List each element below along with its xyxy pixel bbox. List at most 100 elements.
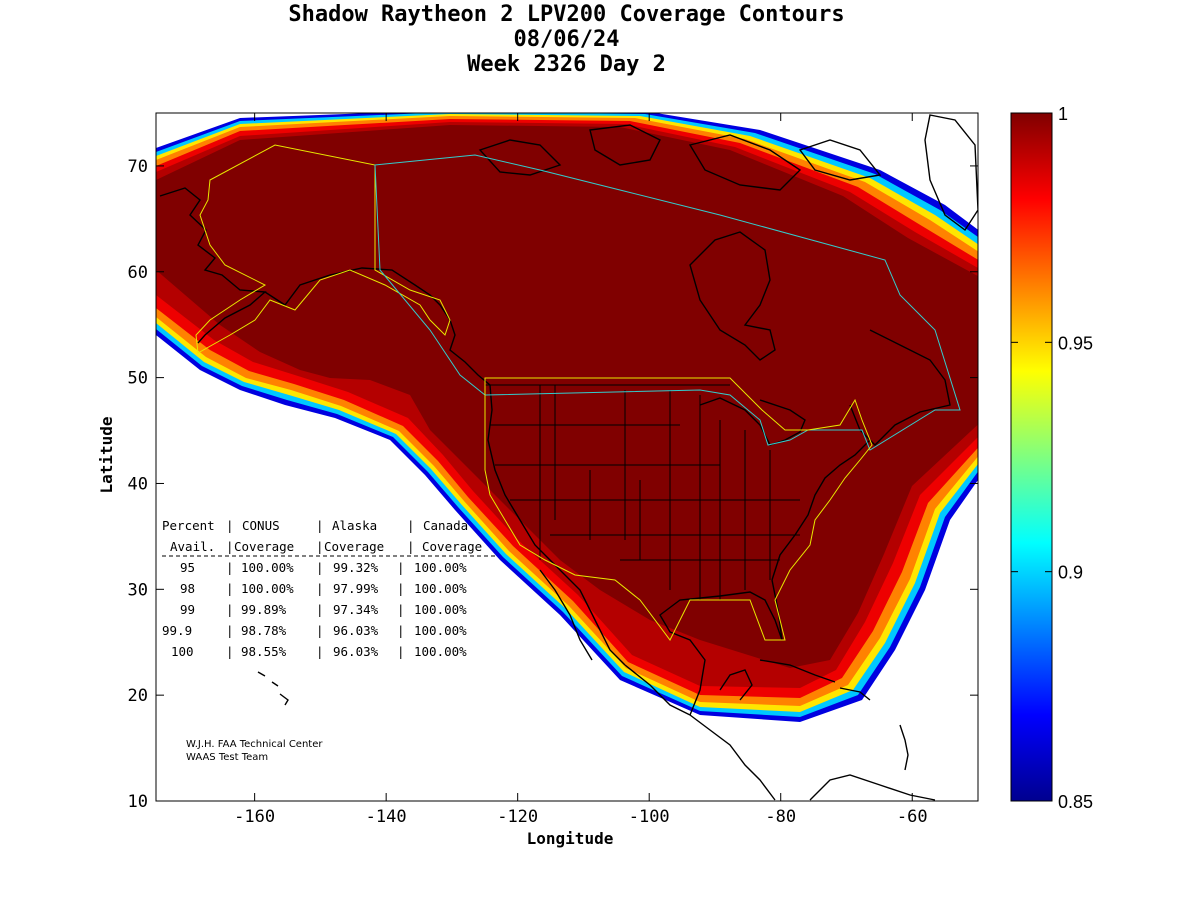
table-sep: | [226,560,234,575]
table-cell-canada: 100.00% [414,560,467,575]
map-week: Week 2326 Day 2 [467,52,666,77]
y-axis-title: Latitude [97,416,116,493]
x-tick-label: -160 [234,807,275,827]
table-cell-percent: 98 [180,581,195,596]
conus-region-outline [484,377,873,641]
x-axis-title: Longitude [527,829,614,848]
canada-region-outline [374,154,961,451]
table-sep: | [226,539,234,554]
table-cell-alaska: 96.03% [333,644,379,659]
table-cell-canada: 100.00% [414,602,467,617]
colorbar [1010,112,1053,802]
arctic-islands-2 [589,124,661,166]
x-tick-label: -140 [366,807,407,827]
table-cell-alaska: 99.32% [333,560,379,575]
table-cell-conus: 100.00% [241,581,294,596]
alaska-region-outline [195,144,451,354]
x-ticks: -160 -140 -120 -100 -80 -60 [234,113,928,827]
table-sep: | [226,644,234,659]
table-header-canada: Canada [423,518,468,533]
x-tick-label: -100 [629,807,670,827]
coverage-contours [156,113,978,722]
baja [539,569,593,661]
table-cell-canada: 100.00% [414,581,467,596]
table-sep: | [397,623,405,638]
colorbar-ticks: 1 0.95 0.9 0.85 [1011,104,1093,812]
hudson-bay [689,231,776,361]
labrador [849,329,951,446]
table-cell-canada: 100.00% [414,644,467,659]
table-sep: | [316,581,324,596]
table-sep: | [316,539,324,554]
table-cell-conus: 98.78% [241,623,287,638]
colorbar-label: 0.9 [1058,563,1083,583]
colorbar-label: 0.95 [1058,333,1093,353]
credit-line-1: W.J.H. FAA Technical Center [186,739,323,750]
table-sep: | [226,602,234,617]
us-state-lines [485,384,800,600]
table-cell-conus: 99.89% [241,602,287,617]
table-row: 99.9 | 98.78% | 96.03% | 100.00% [162,623,467,638]
table-subheader-avail: Avail. [170,539,215,554]
table-sep: | [226,623,234,638]
map-date: 08/06/24 [513,27,620,52]
y-ticks: 10 20 30 40 50 60 70 [128,157,978,812]
map-title: Shadow Raytheon 2 LPV200 Coverage Contou… [288,2,845,27]
region-boundaries [195,144,961,641]
hawaii [257,671,289,706]
table-sep: | [407,539,415,554]
table-header-conus: CONUS [242,518,280,533]
table-row: 95 | 100.00% | 99.32% | 100.00% [180,560,467,575]
alaska-coast [159,187,267,344]
table-sep: | [226,518,234,533]
table-sep: | [397,602,405,617]
y-tick-label: 10 [128,792,148,812]
table-cell-percent: 95 [180,560,195,575]
table-cell-conus: 100.00% [241,560,294,575]
y-tick-label: 30 [128,580,148,600]
x-tick-label: -120 [497,807,538,827]
colorbar-label: 1 [1058,104,1068,124]
table-header-percent: Percent [162,518,215,533]
coverage-table: Percent | CONUS | Alaska | Canada Avail.… [162,518,495,659]
table-rows: 95 | 100.00% | 99.32% | 100.00% 98 | 100.00% | 97.9… [162,560,467,659]
credit-line-2: WAAS Test Team [186,752,268,763]
table-sep: | [316,518,324,533]
table-row: 98 | 100.00% | 97.99% | 100.00% [180,581,467,596]
table-cell-alaska: 97.34% [333,602,379,617]
south-america [809,774,936,801]
greenland [924,114,978,232]
table-subheader-conus: Coverage [234,539,294,554]
yucatan [719,669,753,701]
y-tick-label: 50 [128,369,148,389]
table-sep: | [316,602,324,617]
mexico-west-coast [624,664,691,716]
table-subheader-canada: Coverage [422,539,482,554]
lesser-antilles [899,724,909,771]
y-tick-label: 70 [128,157,148,177]
table-cell-canada: 100.00% [414,623,467,638]
table-sep: | [397,581,405,596]
table-cell-percent: 100 [171,644,194,659]
gulf-of-alaska-coast [264,267,491,386]
table-row: 100 | 98.55% | 96.03% | 100.00% [171,644,467,659]
table-sep: | [226,581,234,596]
table-sep: | [316,560,324,575]
table-sep: | [407,518,415,533]
table-sep: | [397,560,405,575]
arctic-islands-3 [688,134,802,191]
y-tick-label: 40 [128,474,148,494]
y-tick-label: 60 [128,263,148,283]
y-tick-label: 20 [128,686,148,706]
contour-core [156,125,978,668]
plot-frame [155,112,979,802]
colorbar-label: 0.85 [1058,792,1093,812]
table-row: 99 | 99.89% | 97.34% | 100.00% [180,602,467,617]
arctic-islands-4 [798,139,882,181]
hispaniola [839,687,871,701]
table-cell-conus: 98.55% [241,644,287,659]
table-sep: | [316,623,324,638]
table-cell-percent: 99.9 [162,623,192,638]
table-sep: | [397,644,405,659]
